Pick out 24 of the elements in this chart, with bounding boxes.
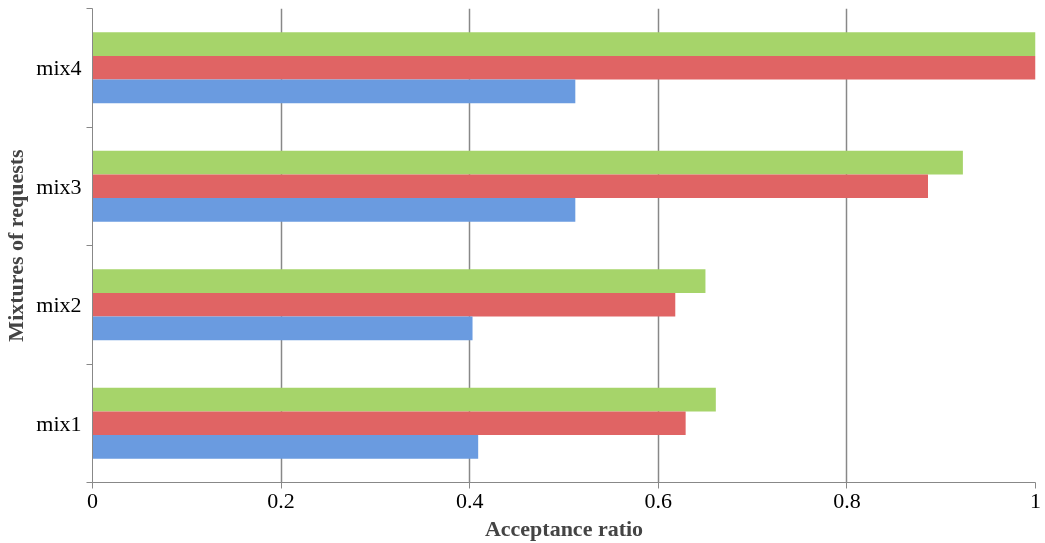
bar xyxy=(92,292,676,317)
x-tick-label: 1 xyxy=(1030,487,1041,513)
y-tick-label: mix1 xyxy=(36,410,82,436)
x-tick-label: 0.2 xyxy=(267,487,295,513)
bar xyxy=(92,411,686,436)
bar xyxy=(92,79,576,104)
y-tick-label: mix2 xyxy=(36,292,82,318)
x-tick-label: 0.6 xyxy=(644,487,673,513)
bar xyxy=(92,316,473,341)
x-tick-label: 0 xyxy=(87,487,98,513)
x-axis-title: Acceptance ratio xyxy=(484,515,644,541)
y-axis-title: Mixtures of requests xyxy=(3,148,29,342)
bar xyxy=(92,269,706,293)
x-tick-label: 0.8 xyxy=(833,487,861,513)
x-tick-label: 0.4 xyxy=(455,487,484,513)
bar xyxy=(92,174,928,199)
y-tick-label: mix3 xyxy=(36,173,82,199)
bar xyxy=(92,55,1036,80)
bar xyxy=(92,198,576,222)
bar xyxy=(92,435,479,459)
y-tick-label: mix4 xyxy=(36,55,82,81)
bar xyxy=(92,32,1036,56)
bar xyxy=(92,387,716,412)
bar xyxy=(92,150,963,175)
